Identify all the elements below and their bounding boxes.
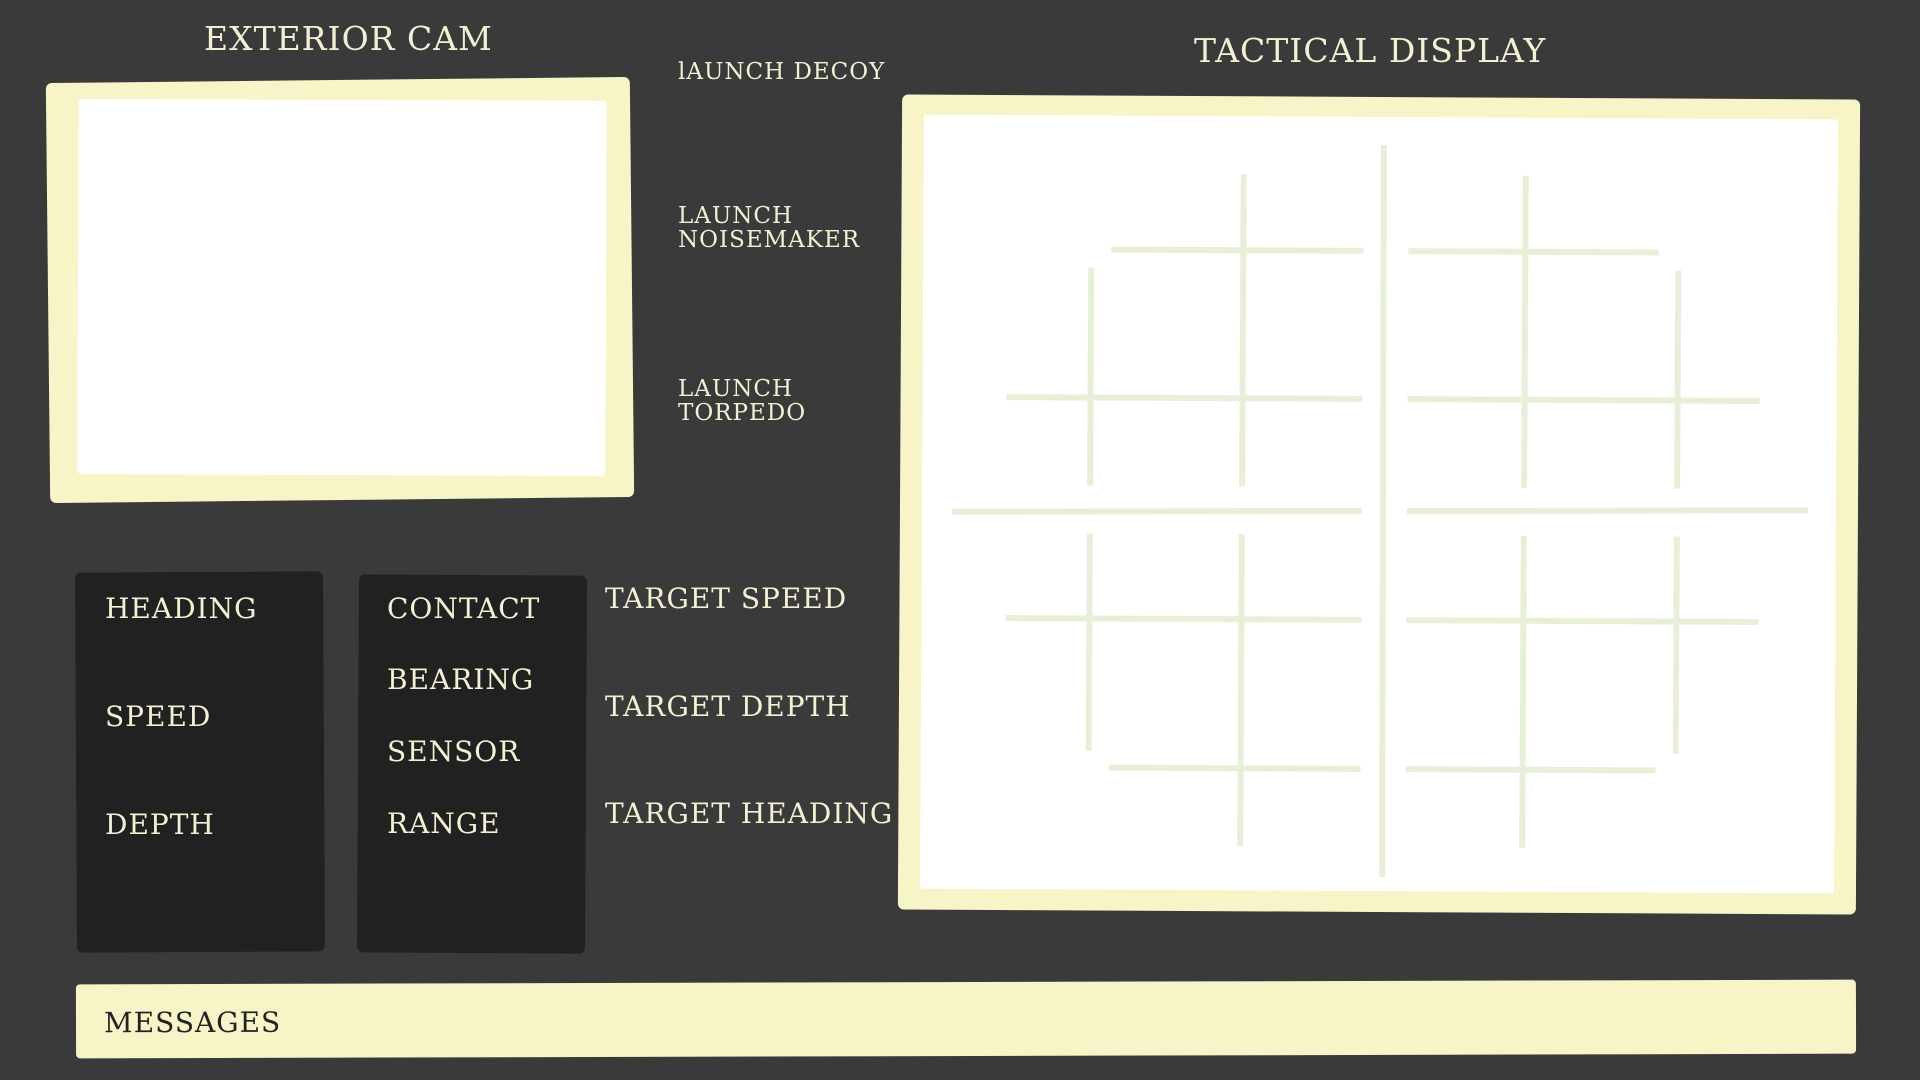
grid-br-horizontal-b (1405, 766, 1656, 774)
tactical-grid (951, 145, 1808, 878)
grid-tl-horizontal-b (1006, 394, 1363, 402)
target-depth-control[interactable]: TARGET DEPTH (605, 690, 851, 723)
grid-tl-vertical-a (1239, 174, 1247, 487)
bearing-label: BEARING (387, 663, 535, 696)
grid-br-horizontal-a (1406, 617, 1759, 625)
navigation-panel (75, 571, 325, 953)
launch-torpedo-button[interactable]: LAUNCH TORPEDO (678, 376, 807, 427)
tactical-display-screen[interactable] (919, 114, 1839, 894)
grid-center-horizontal-left (951, 507, 1362, 515)
grid-br-vertical-a (1519, 535, 1527, 848)
tactical-display-frame (897, 94, 1861, 915)
grid-bl-horizontal-a (1005, 615, 1362, 623)
grid-tr-vertical-a (1521, 175, 1529, 488)
target-speed-control[interactable]: TARGET SPEED (605, 582, 848, 615)
messages-bar: MESSAGES (75, 979, 1857, 1059)
grid-tr-vertical-b (1674, 270, 1682, 489)
grid-bl-horizontal-b (1108, 764, 1361, 772)
grid-tl-horizontal-a (1111, 246, 1364, 254)
speed-label: SPEED (105, 700, 212, 733)
launch-decoy-button[interactable]: lAUNCH DECOY (678, 59, 886, 85)
grid-bl-vertical-b (1085, 533, 1093, 751)
target-heading-control[interactable]: TARGET HEADING (605, 797, 894, 830)
grid-center-vertical (1379, 145, 1387, 878)
sensor-label: SENSOR (387, 735, 521, 768)
exterior-cam-view (77, 99, 607, 476)
grid-br-vertical-b (1672, 536, 1680, 754)
grid-tl-vertical-b (1087, 267, 1095, 486)
exterior-cam-title: EXTERIOR CAM (204, 19, 493, 58)
messages-label: MESSAGES (103, 1005, 282, 1040)
depth-label: DEPTH (105, 808, 215, 841)
contact-label: CONTACT (387, 592, 541, 625)
grid-bl-vertical-a (1237, 534, 1245, 847)
grid-tr-horizontal-b (1407, 396, 1760, 404)
range-label: RANGE (387, 807, 501, 840)
launch-noisemaker-button[interactable]: LAUNCH NOISEMAKER (678, 203, 861, 254)
grid-tr-horizontal-a (1408, 248, 1659, 256)
grid-center-horizontal-right (1406, 507, 1808, 515)
tactical-display-title: TACTICAL DISPLAY (1194, 31, 1547, 70)
exterior-cam-frame (45, 76, 635, 504)
heading-label: HEADING (105, 592, 258, 625)
